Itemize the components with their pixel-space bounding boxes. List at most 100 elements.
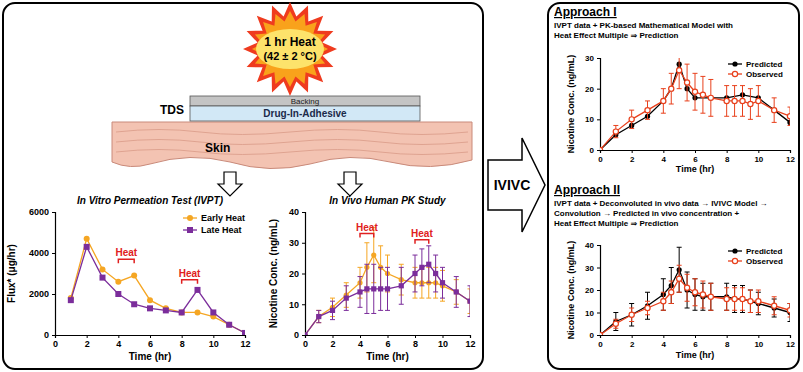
tick-label: 2000: [29, 289, 49, 299]
marker: [454, 289, 459, 294]
tick-label: 8: [725, 340, 730, 349]
error-bar: [669, 268, 674, 304]
marker: [330, 308, 335, 313]
annotation-bracket: [118, 259, 134, 263]
tick: 8: [180, 335, 185, 349]
marker: [708, 95, 713, 100]
approach-title: Approach I: [554, 5, 617, 19]
error-bar: [748, 290, 753, 313]
marker: [748, 101, 753, 106]
error-bar: [371, 264, 376, 313]
marker: [378, 286, 383, 291]
marker: [371, 286, 376, 291]
legend-marker: [732, 248, 737, 253]
tick: 0: [294, 330, 305, 340]
error-bar: [645, 292, 650, 319]
tick: 6: [693, 150, 698, 164]
tick: 0: [590, 331, 600, 340]
legend-label: Observed: [746, 257, 783, 266]
x-axis: 024681012: [598, 150, 795, 164]
tick-label: 0: [44, 330, 49, 340]
x-axis-title: Time (hr): [676, 350, 714, 360]
error-bar: [316, 310, 321, 322]
skin-texture: [116, 130, 468, 135]
marker: [684, 285, 689, 290]
error-bar: [330, 301, 335, 319]
annotation-label: Heat: [356, 222, 378, 233]
error-bar: [613, 313, 618, 331]
backing: [190, 96, 420, 106]
tick-mark: [597, 245, 600, 246]
tick-label: 6: [385, 339, 390, 349]
tick-label: 8: [413, 339, 418, 349]
tick: 10: [209, 335, 219, 349]
error-bar: [413, 255, 418, 292]
annotation-bracket: [182, 280, 198, 284]
error-bar: [756, 86, 761, 117]
marker: [195, 309, 201, 315]
marker: [147, 305, 153, 311]
error-bar: [661, 279, 666, 311]
tick-mark: [302, 304, 305, 305]
marker: [732, 98, 737, 103]
adhesive-label: Drug-In-Adhesive: [263, 108, 347, 119]
tick-label: 6: [693, 340, 698, 349]
tick-mark: [470, 335, 471, 338]
error-bar: [378, 267, 383, 310]
error-bar: [788, 304, 791, 322]
x-axis-line: [601, 151, 791, 154]
error-bar: [358, 277, 363, 308]
marker: [740, 296, 745, 301]
tick: 10: [585, 115, 600, 124]
tick: 30: [585, 264, 600, 273]
marker: [645, 305, 650, 310]
marker: [316, 314, 321, 319]
marker: [385, 286, 390, 291]
error-bar: [788, 107, 791, 125]
error-bar: [693, 73, 698, 110]
tick-label: 0: [590, 331, 595, 340]
error-bar: [740, 288, 745, 311]
marker: [684, 80, 689, 85]
tick-mark: [663, 335, 664, 338]
marker: [787, 308, 790, 313]
tick-label: 0: [53, 339, 58, 349]
marker: [147, 297, 153, 303]
tick-label: 0: [598, 340, 603, 349]
marker: [700, 92, 705, 97]
tick-mark: [758, 335, 759, 338]
marker: [467, 299, 470, 304]
tick: 30: [585, 54, 600, 63]
marker: [399, 283, 404, 288]
tick-mark: [727, 335, 728, 338]
tick-mark: [302, 212, 305, 213]
tick-label: 2: [630, 155, 635, 164]
tick: 12: [786, 335, 795, 349]
error-bar: [344, 286, 349, 311]
tick: 8: [725, 335, 730, 349]
error-bar: [677, 247, 682, 292]
tick: 0: [598, 150, 603, 164]
error-bar: [748, 89, 753, 120]
marker: [772, 108, 777, 113]
tick: 10: [289, 300, 305, 310]
tick: 6: [693, 335, 698, 349]
tick: 12: [240, 335, 250, 349]
tick-label: 0: [590, 146, 595, 155]
legend-label: Observed: [746, 70, 783, 79]
tick-mark: [302, 243, 305, 244]
error-bar: [685, 272, 690, 308]
error-bar: [677, 58, 682, 89]
marker: [756, 98, 761, 103]
tick-mark: [52, 294, 55, 295]
error-bar: [748, 290, 753, 313]
marker: [692, 290, 697, 295]
legend-label: Late Heat: [201, 225, 242, 235]
error-bar: [685, 274, 690, 301]
tick-label: 6: [693, 155, 698, 164]
approach-description: IVPT data + PK-based Mathematical Model …: [554, 21, 733, 30]
error-bar: [426, 246, 431, 283]
marker: [661, 98, 666, 103]
error-bar: [700, 281, 705, 308]
tick-mark: [87, 335, 88, 338]
